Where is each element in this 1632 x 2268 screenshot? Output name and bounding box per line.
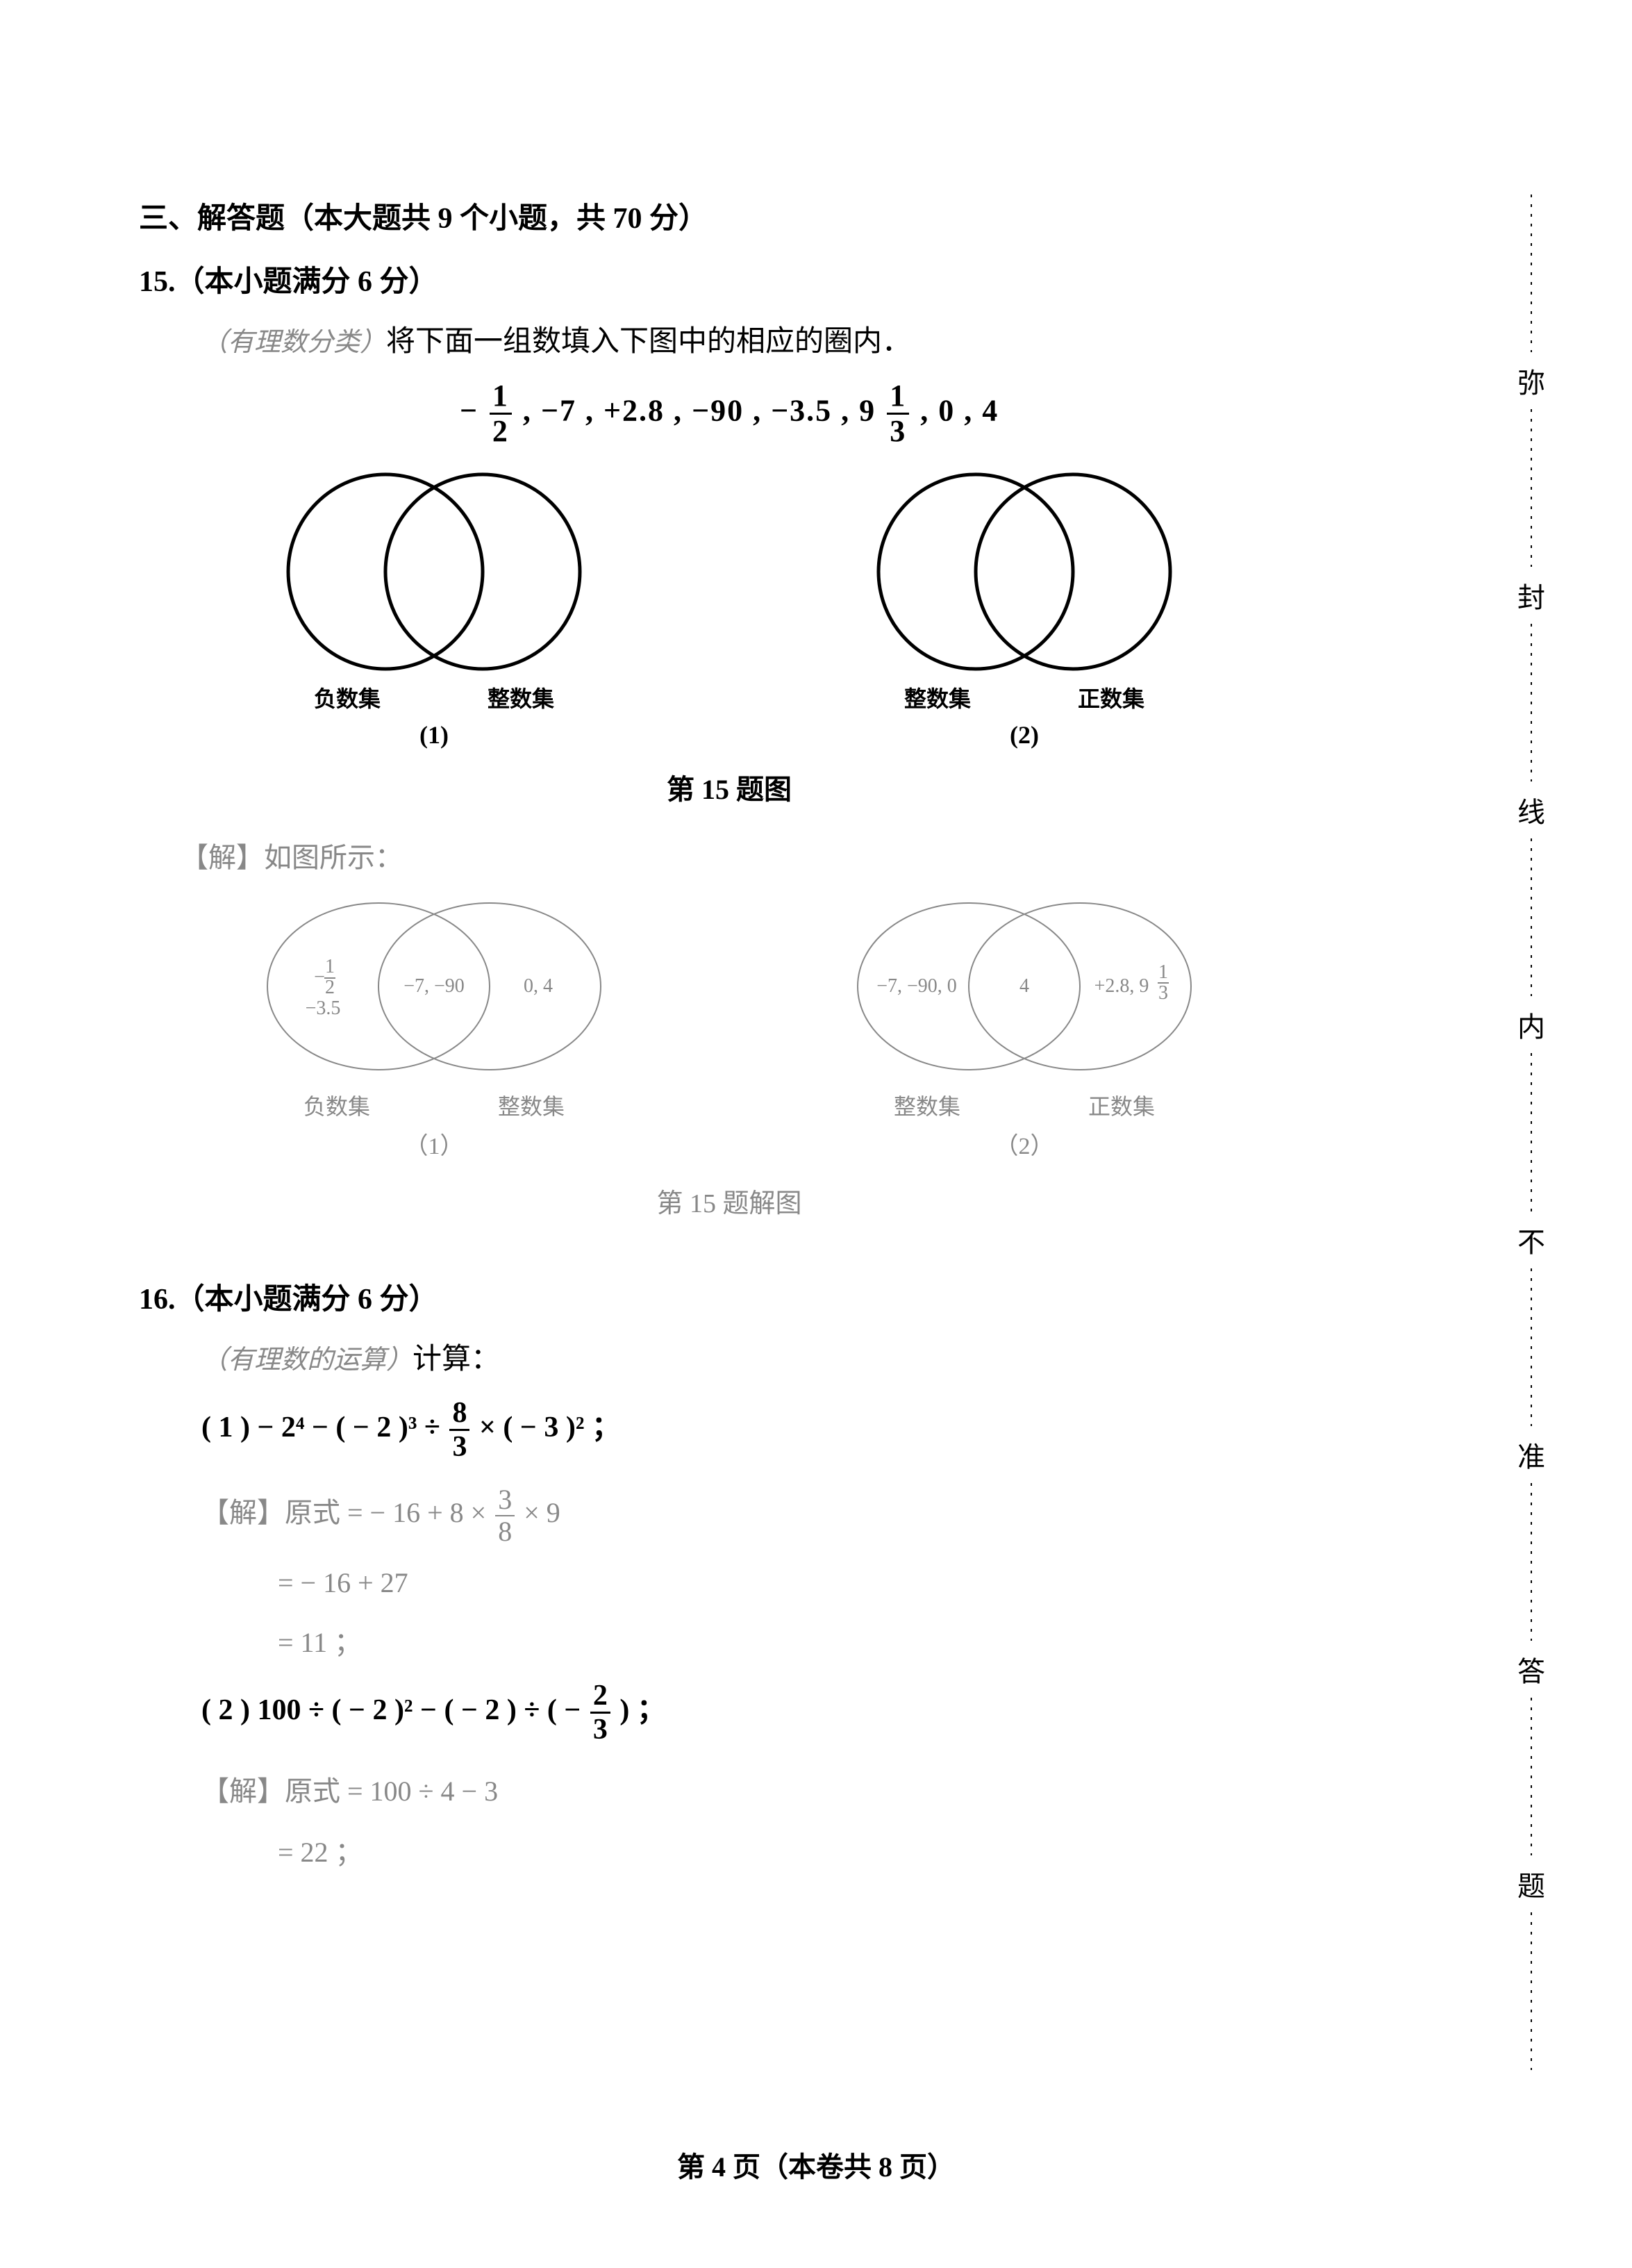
sol-venn2-number: （2） bbox=[830, 1127, 1219, 1161]
sol-venn1-labels: 负数集 整数集 bbox=[240, 1089, 628, 1121]
q15-venn2: 整数集 正数集 (2) bbox=[851, 467, 1198, 750]
q15-figure-title: 第 15 题图 bbox=[139, 767, 1319, 807]
q15-header: 15.（本小题满分 6 分） bbox=[139, 258, 1319, 300]
venn1-label-right: 整数集 bbox=[488, 681, 554, 713]
svg-text:1: 1 bbox=[325, 956, 335, 977]
venn2-label-right: 正数集 bbox=[1078, 681, 1144, 713]
dots-segment bbox=[1531, 1053, 1532, 1211]
q15-sol-venn1: − 1 2 −3.5 −7, −90 0, 4 负数集 整数集 （1） bbox=[240, 889, 628, 1161]
fraction-8-3: 83 bbox=[449, 1398, 469, 1462]
sol-venn2-label-right: 正数集 bbox=[1088, 1089, 1155, 1121]
q16-p1-sol1: 【解】原式 = − 16 + 8 × 38 × 9 bbox=[201, 1486, 1319, 1546]
q15-solution-label: 【解】如图所示： bbox=[181, 835, 1319, 875]
venn1-label-left: 负数集 bbox=[314, 681, 381, 713]
dots-segment bbox=[1531, 838, 1532, 996]
q15-text-line: （有理数分类）将下面一组数填入下图中的相应的圈内． bbox=[201, 317, 1319, 360]
fraction-1-3: 13 bbox=[887, 381, 909, 447]
venn2-label-left: 整数集 bbox=[904, 681, 971, 713]
venn2-svg bbox=[851, 467, 1198, 676]
side-char-2: 线 bbox=[1517, 781, 1545, 838]
q16-header: 16.（本小题满分 6 分） bbox=[139, 1275, 1319, 1318]
sol-venn1-number: （1） bbox=[240, 1127, 628, 1161]
q15-category: （有理数分类） bbox=[201, 328, 386, 357]
sol-venn2-label-left: 整数集 bbox=[894, 1089, 960, 1121]
side-char-4: 不 bbox=[1517, 1211, 1545, 1268]
q16-text: 计算： bbox=[413, 1343, 500, 1375]
content-area: 三、解答题（本大题共 9 个小题，共 70 分） 15.（本小题满分 6 分） … bbox=[139, 194, 1319, 1870]
q15-solution-venn-row: − 1 2 −3.5 −7, −90 0, 4 负数集 整数集 （1） −7, … bbox=[139, 889, 1319, 1161]
venn1-number: (1) bbox=[260, 720, 608, 750]
side-char-5: 准 bbox=[1517, 1426, 1545, 1483]
q16-p2: ( 2 ) 100 ÷ ( − 2 )² − ( − 2 ) ÷ ( − 23 … bbox=[201, 1681, 1319, 1744]
sol-venn2-labels: 整数集 正数集 bbox=[830, 1089, 1219, 1121]
dots-segment bbox=[1531, 1268, 1532, 1426]
dots-segment bbox=[1531, 409, 1532, 567]
svg-text:−3.5: −3.5 bbox=[306, 998, 341, 1019]
side-char-1: 封 bbox=[1517, 567, 1545, 624]
venn1-svg bbox=[260, 467, 608, 676]
page-footer: 第 4 页（本卷共 8 页） bbox=[0, 2144, 1632, 2185]
q15-venn-row: 负数集 整数集 (1) 整数集 正数集 (2) bbox=[139, 467, 1319, 750]
side-char-7: 题 bbox=[1517, 1855, 1545, 1912]
q15-solution-figure-title: 第 15 题解图 bbox=[139, 1182, 1319, 1220]
dots-segment bbox=[1531, 1912, 1532, 2070]
q16-text-line: （有理数的运算）计算： bbox=[201, 1335, 1319, 1377]
sol-venn1-label-left: 负数集 bbox=[303, 1089, 370, 1121]
svg-text:1: 1 bbox=[1158, 961, 1168, 983]
q16-p2-sol2: = 22 ； bbox=[278, 1830, 1319, 1870]
fraction-2-3: 23 bbox=[590, 1681, 610, 1744]
sol-venn1-svg: − 1 2 −3.5 −7, −90 0, 4 bbox=[240, 889, 628, 1084]
sol-v2-mid: 4 bbox=[1019, 975, 1029, 997]
side-char-0: 弥 bbox=[1517, 352, 1545, 409]
svg-text:−: − bbox=[314, 966, 325, 988]
side-margin: 弥 封 线 内 不 准 答 题 bbox=[1514, 194, 1549, 2070]
dots-segment bbox=[1531, 1483, 1532, 1641]
side-char-3: 内 bbox=[1517, 996, 1545, 1053]
q16-p2-sol1: 【解】原式 = 100 ÷ 4 − 3 bbox=[201, 1769, 1319, 1809]
section-header: 三、解答题（本大题共 9 个小题，共 70 分） bbox=[139, 194, 1319, 237]
fraction-1-2: 12 bbox=[490, 381, 512, 447]
q16-block: 16.（本小题满分 6 分） （有理数的运算）计算： ( 1 ) − 2⁴ − … bbox=[139, 1275, 1319, 1870]
q16-p1-sol2: = − 16 + 27 bbox=[278, 1566, 1319, 1599]
venn2-labels: 整数集 正数集 bbox=[851, 681, 1198, 713]
dots-segment bbox=[1531, 1698, 1532, 1855]
sol-v1-mid: −7, −90 bbox=[403, 975, 465, 997]
q15-numbers: − 12 , −7 , +2.8 , −90 , −3.5 , 9 13 , 0… bbox=[139, 381, 1319, 447]
svg-text:+2.8, 9: +2.8, 9 bbox=[1094, 975, 1149, 997]
dots-segment bbox=[1531, 624, 1532, 781]
q15-text: 将下面一组数填入下图中的相应的圈内． bbox=[386, 326, 911, 358]
sol-v1-right: 0, 4 bbox=[524, 975, 553, 997]
q15-venn1: 负数集 整数集 (1) bbox=[260, 467, 608, 750]
venn1-labels: 负数集 整数集 bbox=[260, 681, 608, 713]
svg-text:2: 2 bbox=[325, 977, 335, 998]
sol-v2-left: −7, −90, 0 bbox=[876, 975, 957, 997]
side-char-6: 答 bbox=[1517, 1641, 1545, 1698]
sol-venn2-svg: −7, −90, 0 4 +2.8, 9 1 3 bbox=[830, 889, 1219, 1084]
svg-text:3: 3 bbox=[1158, 982, 1168, 1004]
q16-category: （有理数的运算） bbox=[201, 1346, 413, 1375]
q15-sol-venn2: −7, −90, 0 4 +2.8, 9 1 3 整数集 正数集 （2） bbox=[830, 889, 1219, 1161]
q16-p1-sol3: = 11 ； bbox=[278, 1620, 1319, 1660]
venn2-number: (2) bbox=[851, 720, 1198, 750]
fraction-3-8: 38 bbox=[495, 1486, 515, 1546]
dots-segment bbox=[1531, 194, 1532, 352]
sol-venn1-label-right: 整数集 bbox=[498, 1089, 565, 1121]
q16-p1: ( 1 ) − 2⁴ − ( − 2 )³ ÷ 83 × ( − 3 )² ； bbox=[201, 1398, 1319, 1462]
